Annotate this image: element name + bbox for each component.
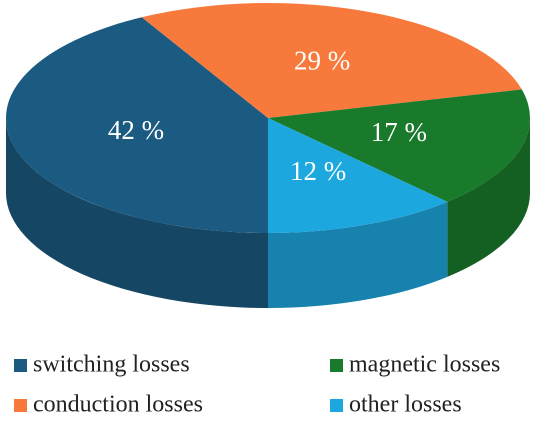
pie-slice	[6, 17, 268, 233]
pie-side	[6, 118, 268, 308]
pie-side	[268, 201, 448, 308]
legend-swatch	[330, 399, 343, 412]
legend-swatch	[14, 399, 27, 412]
legend-label: magnetic losses	[349, 352, 500, 378]
value-label: 42 %	[108, 115, 164, 145]
legend-label: other losses	[349, 392, 462, 418]
pie-slice	[268, 118, 448, 233]
legend-label: conduction losses	[33, 392, 203, 418]
legend-swatch	[14, 359, 27, 372]
legend-swatch	[330, 359, 343, 372]
value-label: 12 %	[290, 156, 346, 186]
pie-side	[447, 118, 530, 277]
legend-label: switching losses	[33, 352, 190, 378]
value-label: 17 %	[371, 117, 427, 147]
pie-slice	[141, 2, 522, 118]
pie-slice	[268, 89, 530, 202]
value-label: 29 %	[294, 45, 350, 75]
